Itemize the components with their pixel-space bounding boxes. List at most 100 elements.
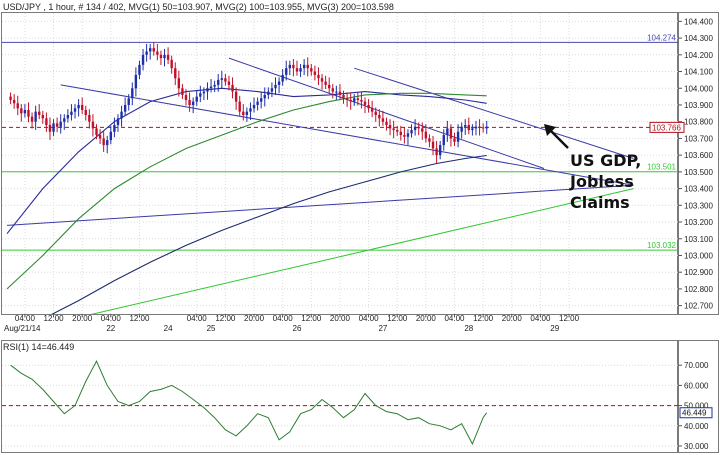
candle	[159, 50, 163, 66]
rsi-panel	[1, 340, 678, 453]
candle	[191, 97, 195, 114]
price-grid	[2, 13, 678, 314]
candle	[460, 122, 463, 139]
y-tick-label: 103.100	[684, 235, 713, 244]
x-tick-label: 12:00	[559, 314, 580, 323]
candle	[138, 60, 141, 80]
chart-header: USD/JPY , 1 hour, # 134 / 402, MVG(1) 50…	[3, 2, 394, 12]
candle	[299, 64, 302, 78]
x-tick-label: 04:00	[444, 314, 465, 323]
candle	[288, 60, 292, 76]
moving-average-line	[51, 154, 487, 314]
candle	[23, 104, 27, 118]
candle	[238, 95, 241, 116]
candle	[378, 109, 381, 127]
candle	[317, 67, 320, 86]
candle	[324, 75, 327, 90]
candle	[220, 70, 223, 89]
rsi-tick-label: 40.000	[684, 422, 709, 431]
y-tick-label: 103.300	[684, 201, 713, 210]
annotation-line-3: Claims	[570, 193, 630, 212]
candle	[145, 43, 148, 62]
trend-line	[354, 67, 634, 159]
candle	[163, 48, 166, 67]
candle	[292, 58, 295, 77]
candle	[320, 74, 324, 90]
candle	[245, 107, 249, 122]
candle	[342, 90, 345, 104]
candle	[270, 82, 274, 98]
candle	[73, 104, 77, 119]
candle	[109, 125, 113, 145]
candle	[59, 114, 62, 134]
y-tick-label: 104.400	[684, 17, 713, 26]
x-tick-label: 12:00	[215, 314, 236, 323]
annotation-line-1: US GDP,	[570, 151, 641, 170]
x-date-label: 28	[464, 324, 473, 333]
x-tick-label: 04:00	[15, 314, 36, 323]
candle	[485, 120, 488, 134]
candle	[335, 85, 338, 100]
candle	[199, 85, 202, 103]
annotation-line-2: Jobless	[569, 172, 634, 191]
price-tag: 103.032	[647, 241, 676, 250]
candle	[234, 87, 238, 110]
candle	[166, 47, 170, 65]
moving-average-line	[6, 92, 487, 290]
candle	[403, 127, 406, 144]
candle	[295, 60, 299, 76]
candle	[16, 95, 19, 116]
y-tick-label: 104.100	[684, 68, 713, 77]
y-tick-label: 103.600	[684, 151, 713, 160]
candle	[134, 67, 138, 97]
rsi-tick-label: 60.000	[684, 381, 709, 390]
trend-line	[90, 188, 634, 314]
candle	[224, 74, 227, 86]
candle	[27, 102, 30, 123]
x-date-label: 29	[550, 324, 559, 333]
svg-text:46.449: 46.449	[682, 409, 707, 418]
candle	[184, 89, 188, 106]
x-tick-label: 12:00	[473, 314, 494, 323]
candle	[453, 132, 456, 146]
candle	[231, 77, 234, 99]
candle	[381, 110, 385, 126]
x-tick-label: 20:00	[72, 314, 93, 323]
y-tick-label: 103.800	[684, 118, 713, 127]
moving-average-line	[6, 87, 487, 235]
candle	[356, 92, 360, 106]
candle	[48, 117, 52, 140]
candle	[438, 140, 442, 160]
price-tag: 103.501	[647, 163, 676, 172]
time-axis: 04:00 12:00 20:00 04:00 12:00 04:00 12:00 20:00…	[4, 314, 580, 333]
candle	[310, 64, 313, 76]
rsi-header: RSI(1) 14=46.449	[3, 342, 74, 352]
svg-text:103.032: 103.032	[647, 241, 676, 250]
candle	[77, 99, 80, 117]
candle	[123, 97, 127, 116]
candle	[392, 120, 395, 139]
candle	[55, 117, 59, 133]
x-tick-label: 12:00	[129, 314, 150, 323]
rsi-tick-label: 30.000	[684, 442, 709, 451]
price-tags: 104.274 103.766 103.501 103.032	[647, 33, 685, 250]
candle	[474, 120, 478, 136]
candle	[131, 82, 134, 106]
candle	[52, 119, 55, 136]
candle	[41, 110, 44, 124]
candle	[345, 92, 349, 107]
x-tick-label: 04:00	[273, 314, 294, 323]
x-date-label: 27	[378, 324, 387, 333]
candle	[406, 129, 410, 145]
x-date-label: 25	[207, 324, 216, 333]
rsi-tick-label: 50.000	[684, 402, 709, 411]
candle	[481, 123, 485, 133]
x-tick-label: 12:00	[387, 314, 408, 323]
candle	[181, 84, 184, 100]
x-tick-label: 04:00	[187, 314, 208, 323]
price-axis-ticks: 104.400 104.300 104.200 104.100 104.000 103.9…	[678, 17, 713, 311]
candle	[259, 92, 263, 109]
candle	[313, 65, 317, 81]
candle	[306, 57, 309, 77]
